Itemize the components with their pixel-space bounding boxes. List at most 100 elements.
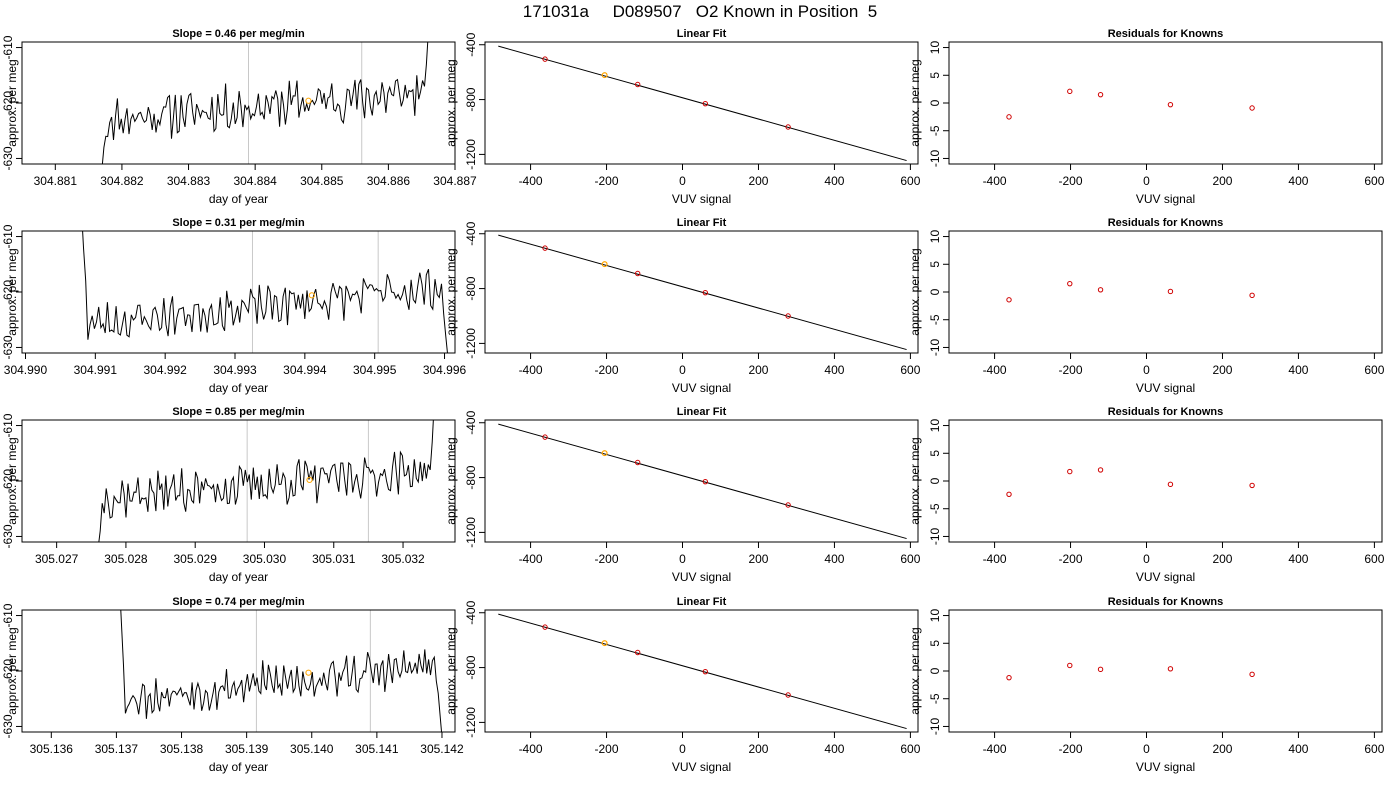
data-point: [542, 624, 548, 630]
plot-data: [498, 613, 907, 730]
plot-frame: [948, 41, 1383, 165]
y-tick-label: -5: [928, 314, 942, 325]
y-tick-label: -5: [928, 693, 942, 704]
panel-title: Linear Fit: [677, 406, 727, 418]
x-axis-label: VUV signal: [672, 760, 731, 774]
x-tick-label: -200: [1059, 742, 1083, 756]
x-tick-label: 305.139: [225, 742, 269, 756]
x-tick-label: 600: [1364, 363, 1384, 377]
x-tick-label: -400: [983, 742, 1007, 756]
y-axis-label: approx. per meg: [444, 437, 458, 524]
x-tick-label: 200: [1212, 174, 1232, 188]
x-tick-label: 305.030: [243, 552, 287, 566]
plot-data: [498, 45, 907, 162]
data-point: [785, 124, 791, 130]
x-tick-label: 600: [1364, 174, 1384, 188]
plot-frame: [21, 419, 456, 543]
data-point: [785, 313, 791, 319]
x-tick-label: 304.885: [300, 174, 344, 188]
plot-data: [1006, 88, 1255, 120]
y-axis-label: approx. per meg: [908, 437, 922, 524]
data-point: [1097, 666, 1104, 673]
data-point: [1067, 280, 1073, 287]
panel-title: Linear Fit: [677, 28, 727, 40]
y-tick-label: 0: [928, 99, 942, 106]
data-point: [1167, 481, 1174, 488]
panel-title: Slope = 0.74 per meg/min: [172, 596, 305, 608]
y-tick-label: 10: [928, 41, 942, 55]
x-axis-label: day of year: [209, 381, 268, 395]
x-tick-label: 400: [1288, 552, 1308, 566]
y-tick-label: -800: [464, 87, 478, 111]
y-tick-label: -620: [1, 659, 15, 683]
y-axis-label: approx. per meg: [908, 248, 922, 335]
panel-title: Slope = 0.85 per meg/min: [172, 406, 305, 418]
data-point: [1097, 287, 1104, 293]
y-tick-label: 0: [928, 477, 942, 484]
x-tick-label: 400: [824, 742, 844, 756]
x-tick-label: 0: [1143, 363, 1150, 377]
data-point: [702, 100, 708, 107]
y-tick-label: -400: [464, 221, 478, 245]
x-axis-label: VUV signal: [672, 381, 731, 395]
plot-frame: [948, 230, 1383, 354]
y-tick-label: -10: [928, 717, 942, 735]
x-axis-label: VUV signal: [1136, 760, 1195, 774]
series-line: [82, 231, 448, 353]
panel-title: Slope = 0.31 per meg/min: [172, 217, 305, 229]
x-tick-label: 400: [1288, 363, 1308, 377]
y-tick-label: 0: [928, 667, 942, 674]
y-tick-label: -1200: [464, 517, 478, 548]
x-tick-label: 304.994: [283, 363, 327, 377]
x-tick-label: 304.991: [74, 363, 118, 377]
plot-frame: [948, 609, 1383, 733]
y-axis-label: approx. per meg: [5, 627, 19, 714]
plot-data: [1006, 467, 1255, 498]
highlight-point: [601, 261, 608, 268]
data-point: [702, 289, 708, 296]
panel-title: Linear Fit: [677, 596, 727, 608]
x-tick-label: 0: [1143, 552, 1150, 566]
y-tick-label: -630: [1, 714, 15, 738]
data-point: [1006, 297, 1012, 303]
x-tick-label: 305.032: [381, 552, 425, 566]
x-tick-label: 600: [900, 742, 920, 756]
y-tick-label: -620: [1, 280, 15, 304]
data-point: [542, 56, 548, 62]
x-tick-label: 304.881: [34, 174, 78, 188]
series-line: [101, 42, 429, 164]
y-tick-label: -620: [1, 91, 15, 115]
panel-title: Residuals for Knowns: [1108, 596, 1224, 608]
data-point: [1167, 666, 1174, 672]
data-point: [1097, 91, 1104, 98]
x-tick-label: 400: [1288, 742, 1308, 756]
x-tick-label: -400: [983, 174, 1007, 188]
x-tick-label: 304.886: [367, 174, 411, 188]
x-tick-label: 305.140: [290, 742, 334, 756]
x-tick-label: -200: [595, 742, 619, 756]
x-axis-label: VUV signal: [1136, 192, 1195, 206]
x-tick-label: -400: [519, 742, 543, 756]
x-tick-label: 304.992: [143, 363, 187, 377]
plot-data: [1006, 280, 1255, 303]
data-point: [1249, 292, 1255, 299]
fit-line: [498, 45, 907, 162]
plot-data: [120, 610, 443, 732]
x-tick-label: -200: [1059, 363, 1083, 377]
x-axis-label: day of year: [209, 760, 268, 774]
panel-title: Residuals for Knowns: [1108, 217, 1224, 229]
x-tick-label: 304.887: [433, 174, 477, 188]
x-axis-label: VUV signal: [672, 192, 731, 206]
data-point: [634, 270, 641, 277]
data-point: [702, 668, 708, 675]
plot-frame: [484, 41, 919, 165]
y-tick-label: -800: [464, 465, 478, 489]
panel-title: Residuals for Knowns: [1108, 406, 1224, 418]
data-point: [702, 478, 708, 485]
y-tick-label: -5: [928, 503, 942, 514]
y-axis-label: approx. per meg: [5, 59, 19, 146]
data-point: [1167, 288, 1174, 295]
x-tick-label: 200: [748, 174, 768, 188]
x-tick-label: 304.882: [100, 174, 144, 188]
